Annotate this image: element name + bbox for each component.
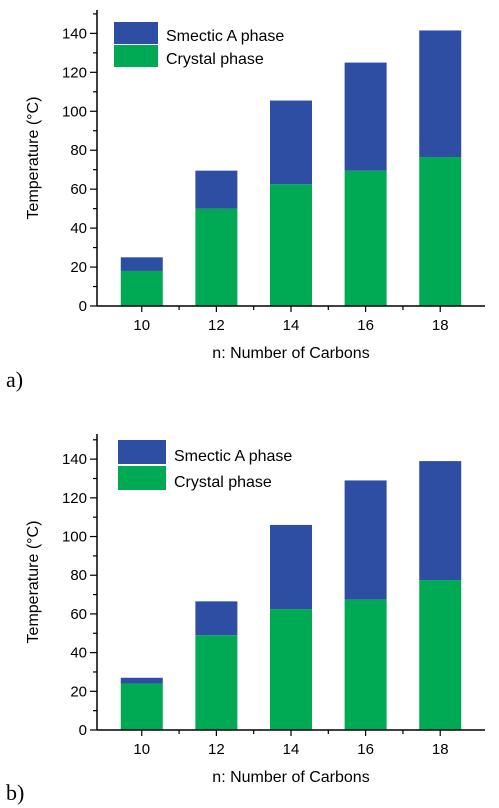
- smectic-bar-12: [195, 170, 238, 209]
- x-axis-title: n: Number of Carbons: [212, 345, 369, 362]
- x-tick-label: 18: [432, 317, 449, 334]
- x-tick-label: 10: [133, 317, 150, 334]
- crystal-bar-14: [270, 184, 312, 306]
- chart-b-svg: 0 20 40 60 80 100 120 140 10 12 14 16 18 n: Number of…: [25, 434, 485, 786]
- legend-swatch-smectic: [118, 440, 166, 464]
- smectic-bar-18: [419, 30, 462, 158]
- chart-panel-b: 0 20 40 60 80 100 120 140 10 12 14 16 18 n: Number of…: [0, 404, 499, 808]
- legend-label-crystal: Crystal phase: [166, 51, 264, 68]
- y-tick-label: 40: [70, 220, 87, 237]
- smectic-bar-14: [270, 524, 312, 610]
- legend-swatch-smectic: [114, 22, 158, 44]
- y-tick-label: 20: [70, 259, 87, 276]
- y-tick-label: 80: [70, 567, 87, 584]
- smectic-bar-14: [270, 100, 312, 185]
- smectic-bar-12: [195, 601, 238, 636]
- y-axis-title: Temperature (°C): [25, 521, 42, 644]
- x-tick-label: 16: [357, 741, 374, 758]
- x-tick-label: 18: [432, 741, 449, 758]
- y-tick-label: 60: [70, 606, 87, 623]
- crystal-bar-16: [344, 599, 387, 730]
- legend-label-smectic: Smectic A phase: [166, 28, 284, 45]
- x-tick-label: 14: [283, 741, 300, 758]
- crystal-bar-12: [195, 635, 238, 730]
- y-tick-label: 100: [62, 529, 87, 546]
- y-tick-label: 0: [79, 722, 87, 739]
- crystal-bar-10: [120, 683, 163, 730]
- legend-label-crystal: Crystal phase: [174, 474, 272, 491]
- y-tick-label: 60: [70, 181, 87, 198]
- x-tick-label: 14: [283, 317, 300, 334]
- y-tick-label: 140: [62, 25, 87, 42]
- x-tick-label: 10: [133, 741, 150, 758]
- y-tick-label: 80: [70, 142, 87, 159]
- crystal-bar-10: [120, 270, 163, 306]
- y-tick-label: 120: [62, 490, 87, 507]
- y-tick-label: 40: [70, 645, 87, 662]
- y-tick-label: 20: [70, 683, 87, 700]
- legend-swatch-crystal: [114, 45, 158, 67]
- y-tick-label: 120: [62, 64, 87, 81]
- x-tick-label: 12: [208, 741, 225, 758]
- smectic-bar-10: [120, 677, 163, 684]
- smectic-bar-16: [344, 480, 387, 600]
- chart-a-svg: 0 20 40 60 80 100 120 140 10 12 14 16 18 n: Number of…: [25, 10, 485, 362]
- y-tick-label: 0: [79, 298, 87, 315]
- x-axis-title: n: Number of Carbons: [212, 769, 369, 786]
- x-tick-label: 12: [208, 317, 225, 334]
- y-tick-label: 140: [62, 451, 87, 468]
- legend-label-smectic: Smectic A phase: [174, 448, 292, 465]
- smectic-bar-18: [419, 461, 462, 581]
- smectic-bar-16: [344, 62, 387, 171]
- crystal-bar-18: [419, 157, 462, 306]
- legend-swatch-crystal: [118, 466, 166, 490]
- crystal-bar-16: [344, 170, 387, 306]
- panel-label-b: b): [6, 780, 25, 805]
- y-tick-label: 100: [62, 103, 87, 120]
- crystal-bar-14: [270, 609, 312, 730]
- y-axis-title: Temperature (°C): [25, 97, 42, 220]
- panel-label-a: a): [6, 367, 24, 392]
- x-tick-label: 16: [357, 317, 374, 334]
- chart-panel-a: 0 20 40 60 80 100 120 140 10 12 14 16 18 n: Number of…: [6, 10, 485, 392]
- crystal-bar-18: [419, 580, 462, 730]
- smectic-bar-10: [120, 257, 163, 271]
- crystal-bar-12: [195, 208, 238, 306]
